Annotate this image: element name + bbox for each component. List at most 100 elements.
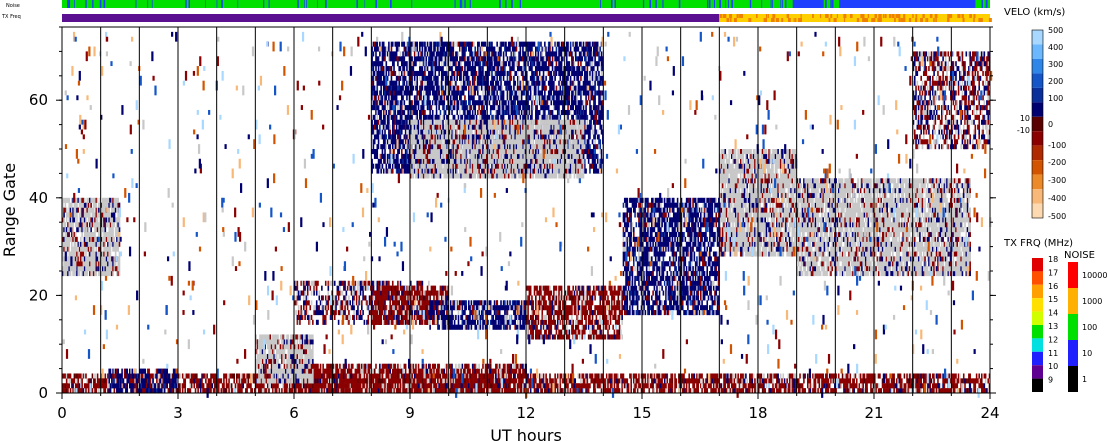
- data-cell: [301, 344, 304, 350]
- data-cell: [748, 388, 751, 394]
- data-cell: [917, 383, 920, 389]
- data-cell: [885, 388, 888, 394]
- data-cell: [315, 285, 318, 291]
- data-cell: [344, 295, 346, 301]
- data-cell: [413, 290, 416, 296]
- data-cell: [419, 295, 421, 301]
- data-cell: [504, 383, 506, 389]
- data-cell: [669, 383, 671, 389]
- data-cell: [375, 314, 377, 320]
- data-cell: [919, 388, 921, 394]
- data-cell: [404, 319, 407, 325]
- data-cell: [574, 383, 577, 389]
- data-cell: [529, 285, 532, 291]
- data-cell: [474, 378, 477, 384]
- data-cell: [670, 388, 672, 394]
- data-cell: [395, 310, 398, 316]
- data-cell: [538, 305, 541, 311]
- data-cell: [385, 285, 388, 291]
- data-cell: [101, 383, 104, 389]
- data-cell: [384, 310, 386, 316]
- data-cell: [647, 383, 649, 389]
- data-cell: [415, 383, 417, 389]
- data-cell: [669, 388, 671, 394]
- data-cell: [270, 383, 273, 389]
- data-cell: [380, 305, 382, 311]
- data-cell: [734, 383, 737, 389]
- data-cell: [507, 388, 510, 394]
- data-cell: [513, 363, 515, 369]
- data-cell: [290, 368, 292, 374]
- data-cell: [284, 344, 287, 350]
- data-cell: [385, 314, 388, 320]
- data-cell: [683, 373, 685, 379]
- data-cell: [385, 363, 388, 369]
- data-cell: [340, 378, 342, 384]
- data-cell: [305, 363, 308, 369]
- data-cell: [170, 383, 172, 389]
- data-cell: [870, 378, 872, 384]
- txfreq-strip-cell: [833, 18, 837, 22]
- data-cell: [94, 383, 96, 389]
- data-cell: [959, 388, 961, 394]
- data-cell: [520, 388, 523, 394]
- data-cell: [237, 373, 239, 379]
- data-cell: [474, 368, 477, 374]
- data-cell: [782, 383, 785, 389]
- data-cell: [529, 290, 532, 296]
- data-cell: [353, 305, 355, 311]
- data-cell: [880, 388, 883, 394]
- data-cell: [266, 339, 269, 345]
- data-cell: [906, 373, 908, 379]
- data-cell: [306, 300, 309, 306]
- data-cell: [415, 388, 417, 394]
- data-cell: [496, 378, 498, 384]
- data-cell: [406, 310, 408, 316]
- data-cell: [458, 383, 461, 389]
- data-cell: [422, 383, 425, 389]
- data-cell: [470, 324, 473, 330]
- data-cell: [131, 368, 134, 374]
- data-cell: [451, 373, 453, 379]
- data-cell: [145, 378, 148, 384]
- data-cell: [425, 363, 428, 369]
- data-cell: [743, 373, 746, 379]
- data-cell: [648, 378, 651, 384]
- data-cell: [377, 305, 380, 311]
- data-cell: [461, 324, 464, 330]
- data-cell: [296, 285, 299, 291]
- data-cell: [295, 300, 297, 306]
- data-cell: [495, 363, 497, 369]
- data-cell: [892, 383, 894, 389]
- data-cell: [893, 383, 895, 389]
- data-cell: [827, 388, 830, 394]
- data-cell: [368, 280, 371, 286]
- data-cell: [448, 383, 451, 389]
- data-cell: [431, 319, 434, 325]
- noise-strip-cell: [614, 0, 616, 8]
- data-cell: [149, 378, 152, 384]
- data-cell: [150, 373, 153, 379]
- data-cell: [180, 383, 183, 389]
- data-cell: [77, 388, 80, 394]
- data-cell: [326, 300, 328, 306]
- data-cell: [261, 349, 264, 355]
- data-cell: [533, 290, 536, 296]
- data-cell: [586, 383, 589, 389]
- data-cell: [498, 310, 501, 316]
- data-cell: [876, 373, 879, 379]
- data-cell: [751, 378, 754, 384]
- data-cell: [317, 368, 319, 374]
- data-cell: [256, 363, 259, 369]
- data-cell: [763, 373, 765, 379]
- data-cell: [712, 378, 715, 384]
- data-cell: [763, 383, 765, 389]
- data-cell: [230, 388, 233, 394]
- data-cell: [362, 290, 364, 296]
- data-cell: [89, 378, 91, 384]
- data-cell: [162, 383, 165, 389]
- noise-strip-cell: [985, 0, 987, 8]
- data-cell: [358, 388, 361, 394]
- data-cell: [272, 353, 274, 360]
- data-cell: [675, 378, 678, 384]
